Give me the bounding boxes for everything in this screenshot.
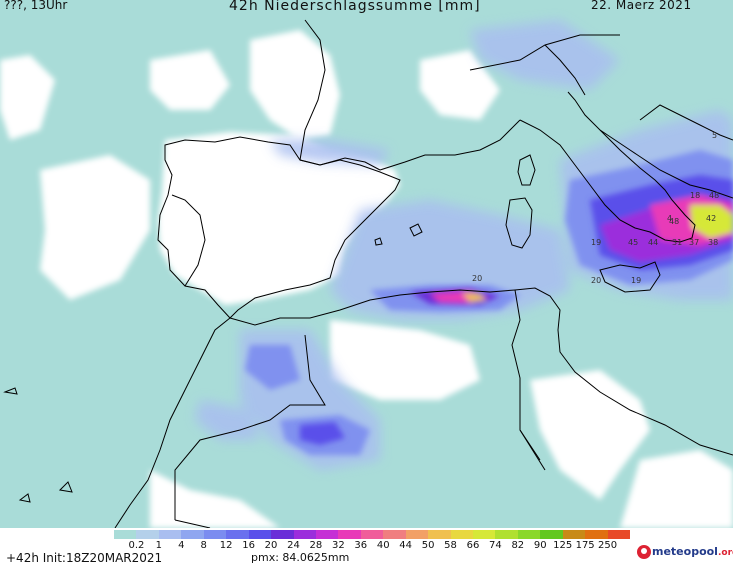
color-scale-tick-label: 36 bbox=[354, 540, 368, 551]
map-value-label: 48 bbox=[669, 217, 679, 226]
color-scale-swatch bbox=[248, 530, 272, 539]
color-scale-tick-label: 32 bbox=[331, 540, 345, 551]
color-scale-swatch bbox=[271, 530, 294, 539]
max-precip-label: pmx: 84.0625mm bbox=[251, 551, 350, 564]
map-value-label: 19 bbox=[591, 238, 601, 247]
map-value-label: 20 bbox=[472, 274, 482, 283]
precipitation-map: 20 48 5 42 38 37 31 44 45 19 20 19 18 48… bbox=[0, 0, 733, 528]
color-scale-tick-label: 1 bbox=[155, 540, 163, 551]
map-value-label: 20 bbox=[591, 276, 601, 285]
map-value-label: 37 bbox=[689, 238, 699, 247]
color-scale-swatch bbox=[607, 530, 631, 539]
map-value-label: 42 bbox=[706, 214, 716, 223]
meteopool-logo-icon bbox=[637, 545, 651, 559]
color-scale-swatch bbox=[360, 530, 384, 539]
map-value-label: 38 bbox=[708, 238, 718, 247]
color-scale-tick-label: 20 bbox=[264, 540, 278, 551]
color-scale-tick-label: 250 bbox=[598, 540, 618, 551]
color-scale-swatch bbox=[293, 530, 316, 539]
init-time-label: +42h Init:18Z20MAR2021 bbox=[6, 551, 163, 565]
meteopool-logo: meteopool.org bbox=[637, 545, 733, 559]
color-scale-tick-label: 50 bbox=[421, 540, 435, 551]
map-value-label: 31 bbox=[672, 238, 682, 247]
map-value-label: 18 bbox=[690, 191, 700, 200]
color-scale-tick-label: 40 bbox=[376, 540, 390, 551]
brand-name: meteopool bbox=[652, 545, 718, 558]
color-scale-tick-label: 8 bbox=[200, 540, 207, 551]
color-scale-tick-label: 4 bbox=[178, 540, 185, 551]
dry-areas bbox=[0, 30, 733, 528]
color-scale-tick-label: 0.2 bbox=[128, 540, 145, 551]
map-value-labels: 20 48 5 42 38 37 31 44 45 19 20 19 18 48… bbox=[472, 131, 719, 285]
map-value-label: 19 bbox=[631, 276, 641, 285]
color-scale-bar bbox=[114, 530, 631, 539]
map-value-label: 44 bbox=[648, 238, 658, 247]
color-scale-swatch bbox=[315, 530, 339, 539]
color-scale-tick-label: 82 bbox=[511, 540, 525, 551]
color-scale-tick-label: 74 bbox=[489, 540, 502, 551]
color-scale-swatch bbox=[136, 530, 159, 539]
color-scale-swatch bbox=[203, 530, 227, 539]
color-scale-swatch bbox=[114, 530, 137, 539]
color-scale-swatch bbox=[540, 530, 563, 539]
valid-time-label: ???, 13Uhr bbox=[4, 0, 68, 12]
forecast-date: 22. Maerz 2021 bbox=[591, 0, 692, 12]
color-scale-swatch bbox=[158, 530, 182, 539]
coastlines bbox=[3, 19, 733, 528]
color-scale-tick-label: 28 bbox=[309, 540, 323, 551]
color-scale-swatch bbox=[428, 530, 451, 539]
color-scale-swatch bbox=[473, 530, 496, 539]
color-scale-tick-label: 24 bbox=[287, 540, 300, 551]
color-scale-tick-label: 90 bbox=[533, 540, 547, 551]
color-scale-swatch bbox=[517, 530, 541, 539]
color-scale-tick-label: 12 bbox=[219, 540, 233, 551]
precip-heavy bbox=[300, 175, 733, 445]
map-value-label: 4 bbox=[667, 214, 672, 223]
color-scale-swatch bbox=[181, 530, 204, 539]
color-scale-tick-label: 66 bbox=[466, 540, 480, 551]
color-scale-swatch bbox=[562, 530, 586, 539]
color-scale-swatch bbox=[585, 530, 608, 539]
color-scale-swatch bbox=[450, 530, 473, 539]
color-scale-swatch bbox=[383, 530, 406, 539]
brand-tld: .org bbox=[717, 548, 733, 558]
map-title: 42h Niederschlagssumme [mm] bbox=[229, 0, 481, 14]
color-scale-swatch bbox=[495, 530, 518, 539]
color-scale-tick-label: 58 bbox=[444, 540, 457, 551]
map-value-label: 5 bbox=[712, 131, 717, 140]
color-scale-tick-label: 175 bbox=[575, 540, 595, 551]
color-scale-tick-label: 125 bbox=[553, 540, 573, 551]
color-scale-swatch bbox=[405, 530, 429, 539]
map-value-label: 48 bbox=[709, 191, 719, 200]
color-scale-swatch bbox=[226, 530, 249, 539]
color-scale-labels: 0.2 1 4 8 12 16 20 24 28 32 36 40 44 50 58 66 74 82 90 125 1… bbox=[114, 540, 630, 552]
map-value-label: 45 bbox=[628, 238, 638, 247]
color-scale-tick-label: 44 bbox=[399, 540, 413, 551]
color-scale-swatch bbox=[338, 530, 361, 539]
color-scale-tick-label: 16 bbox=[242, 540, 255, 551]
